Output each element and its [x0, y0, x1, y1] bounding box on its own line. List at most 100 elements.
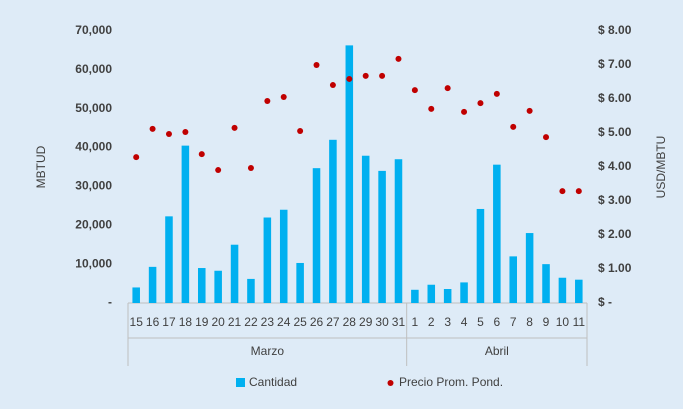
y2-tick-label: $ 6.00 [598, 91, 632, 105]
point [215, 167, 222, 174]
point [313, 62, 320, 68]
y2-tick-label: $ 4.00 [598, 159, 632, 173]
x-tick-label: 31 [392, 315, 406, 329]
point [133, 154, 140, 161]
x-tick-label: 27 [326, 315, 340, 329]
x-tick-label: 4 [461, 315, 468, 329]
y-tick-label: 10,000 [75, 256, 112, 270]
point [526, 107, 533, 114]
bar [148, 266, 157, 303]
point [411, 87, 418, 94]
point [461, 108, 468, 115]
bar [296, 262, 304, 303]
y2-axis-title: USD/MBTU [654, 136, 668, 199]
point [559, 188, 566, 195]
bar [443, 289, 452, 303]
x-tick-label: 18 [179, 315, 193, 329]
legend-label: Precio Prom. Pond. [399, 375, 503, 389]
x-tick-label: 10 [556, 315, 570, 329]
point [165, 131, 172, 138]
point [477, 100, 484, 107]
x-tick-label: 9 [543, 315, 550, 329]
bar [312, 168, 321, 303]
group-label: Abril [485, 344, 509, 358]
bar [247, 278, 255, 303]
y-tick-label: 60,000 [75, 62, 112, 76]
point [346, 75, 353, 82]
point [493, 90, 500, 97]
y2-tick-label: $ - [598, 295, 612, 309]
y2-tick-label: $ 8.00 [598, 23, 632, 37]
point [247, 165, 254, 172]
bar [558, 277, 567, 303]
x-tick-label: 11 [573, 315, 586, 329]
point [444, 85, 451, 92]
legend-swatch [236, 378, 245, 387]
bar [476, 208, 485, 303]
bar [279, 209, 288, 303]
bar [575, 279, 583, 303]
x-tick-label: 7 [510, 315, 517, 329]
y-tick-label: 50,000 [75, 101, 112, 115]
point [231, 124, 238, 131]
bar [378, 170, 386, 303]
point [395, 55, 402, 62]
bar [493, 164, 501, 303]
x-tick-label: 8 [526, 315, 533, 329]
x-tick-label: 5 [477, 315, 484, 329]
bar [214, 270, 222, 303]
point [379, 72, 386, 79]
group-label: Marzo [251, 344, 285, 358]
x-tick-label: 3 [444, 315, 451, 329]
y-tick-label: 70,000 [75, 23, 112, 37]
point [543, 134, 550, 141]
point [510, 123, 517, 130]
y2-tick-label: $ 7.00 [598, 57, 632, 71]
x-tick-label: 20 [211, 315, 225, 329]
point [329, 82, 336, 89]
bar [165, 216, 173, 303]
x-tick-label: 25 [293, 315, 307, 329]
bar [525, 233, 534, 303]
x-tick-label: 26 [310, 315, 324, 329]
point [428, 105, 435, 112]
point [280, 93, 287, 100]
bar [345, 45, 354, 304]
bar [197, 268, 206, 303]
x-tick-label: 15 [130, 315, 144, 329]
y2-tick-label: $ 2.00 [598, 227, 632, 241]
bar [132, 287, 140, 303]
x-tick-label: 28 [343, 315, 357, 329]
point [198, 151, 205, 158]
y-tick-label: 30,000 [75, 179, 112, 193]
bar [427, 284, 436, 303]
y-axis-title: MBTUD [34, 145, 48, 188]
y-tick-label: 40,000 [75, 140, 112, 154]
y2-tick-label: $ 3.00 [598, 193, 632, 207]
bar [329, 139, 337, 303]
x-tick-label: 29 [359, 315, 373, 329]
x-tick-label: 6 [493, 315, 500, 329]
y-tick-label: 20,000 [75, 217, 112, 231]
point [264, 98, 271, 105]
y-tick-label: - [108, 295, 112, 309]
x-tick-label: 19 [195, 315, 209, 329]
x-tick-label: 24 [277, 315, 291, 329]
bar [263, 217, 272, 303]
x-tick-label: 22 [244, 315, 258, 329]
x-tick-label: 2 [428, 315, 435, 329]
legend-swatch [387, 380, 394, 386]
point [575, 188, 582, 195]
x-tick-label: 17 [162, 315, 176, 329]
point [182, 128, 189, 135]
bar [542, 264, 550, 303]
x-tick-label: 1 [412, 315, 419, 329]
x-tick-label: 23 [261, 315, 275, 329]
bar [509, 256, 518, 303]
point [362, 72, 369, 79]
y2-tick-label: $ 1.00 [598, 261, 632, 275]
bar [230, 244, 239, 303]
x-tick-label: 16 [146, 315, 160, 329]
bar [394, 159, 403, 303]
